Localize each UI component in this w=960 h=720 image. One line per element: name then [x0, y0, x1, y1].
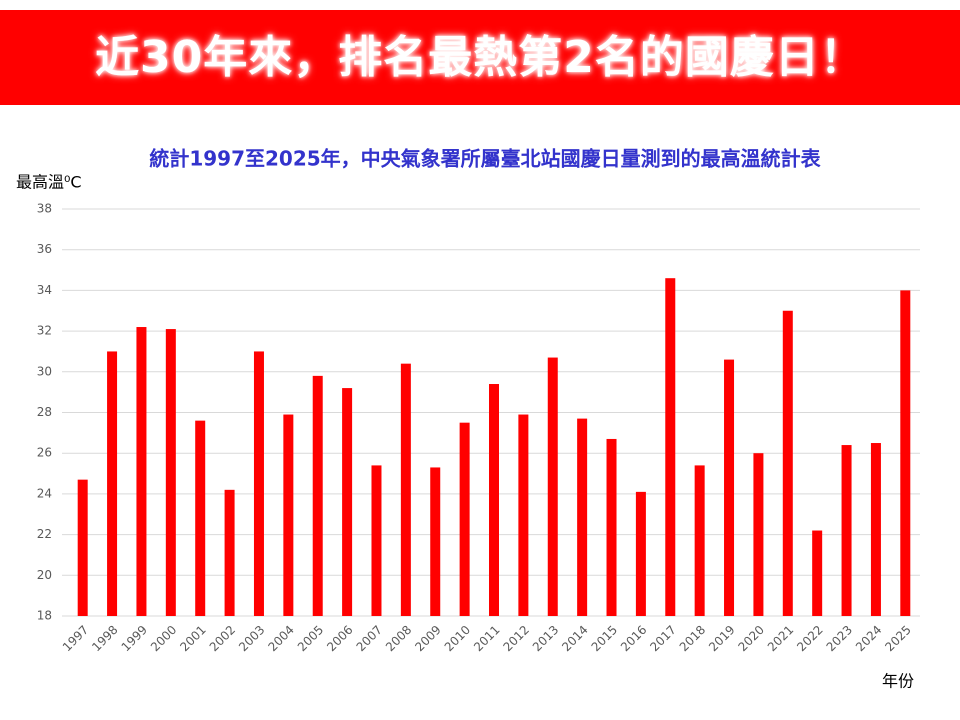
- bar: [782, 310, 793, 616]
- bar: [694, 465, 705, 616]
- y-tick-label: 32: [37, 324, 52, 338]
- x-tick-label: 1997: [60, 623, 91, 654]
- y-tick-label: 38: [37, 202, 52, 216]
- x-tick-label: 2018: [677, 623, 708, 654]
- y-tick-label: 18: [37, 609, 52, 623]
- x-tick-label: 2017: [647, 623, 678, 654]
- x-tick-label: 2025: [882, 623, 913, 654]
- bar: [371, 465, 382, 616]
- x-tick-label: 2023: [824, 623, 855, 654]
- bar: [547, 357, 558, 616]
- bar: [753, 453, 764, 616]
- x-tick-label: 2019: [706, 623, 737, 654]
- x-tick-label: 2002: [207, 623, 238, 654]
- x-tick-label: 2014: [559, 623, 590, 654]
- bar: [900, 290, 911, 616]
- x-tick-label: 1998: [89, 623, 120, 654]
- y-tick-label: 36: [37, 242, 52, 256]
- bar: [195, 420, 206, 616]
- y-axis-label: 最高溫⁰C: [16, 173, 82, 192]
- bar: [841, 445, 852, 616]
- y-tick-label: 26: [37, 446, 52, 460]
- x-tick-label: 2024: [853, 623, 884, 654]
- bar: [224, 489, 235, 616]
- chart-title: 統計1997至2025年，中央氣象署所屬臺北站國慶日量測到的最高溫統計表: [149, 147, 821, 171]
- y-tick-label: 22: [37, 527, 52, 541]
- bar: [459, 422, 470, 616]
- x-tick-label: 2007: [354, 623, 385, 654]
- bar: [312, 375, 323, 616]
- bar: [635, 491, 646, 616]
- x-tick-label: 2010: [442, 623, 473, 654]
- bar: [283, 414, 294, 616]
- x-tick-label: 2012: [500, 623, 531, 654]
- x-axis-label: 年份: [882, 672, 914, 691]
- x-tick-label: 2004: [265, 623, 296, 654]
- bar: [606, 438, 617, 616]
- y-tick-label: 34: [37, 283, 52, 297]
- bar: [77, 479, 88, 616]
- y-tick-label: 28: [37, 405, 52, 419]
- bar: [342, 388, 353, 616]
- x-tick-label: 2013: [530, 623, 561, 654]
- x-tick-label: 2022: [794, 623, 825, 654]
- bar: [430, 467, 441, 616]
- banner: [0, 10, 960, 105]
- bar: [724, 359, 735, 616]
- bar: [107, 351, 118, 616]
- y-tick-label: 20: [37, 568, 52, 582]
- bar: [489, 384, 499, 616]
- bar: [870, 443, 881, 616]
- bar: [577, 418, 588, 616]
- x-tick-label: 2006: [324, 623, 355, 654]
- bar: [665, 278, 676, 616]
- banner-title: 近30年來，排名最熱第2名的國慶日！: [95, 32, 865, 83]
- x-tick-label: 2021: [765, 623, 796, 654]
- bar: [253, 351, 264, 616]
- x-tick-label: 2000: [148, 623, 179, 654]
- y-tick-label: 24: [37, 486, 52, 500]
- bar: [136, 327, 147, 616]
- y-tick-label: 30: [37, 364, 52, 378]
- x-tick-label: 2003: [236, 623, 267, 654]
- x-tick-label: 1999: [119, 623, 150, 654]
- x-tick-label: 2001: [177, 623, 208, 654]
- x-tick-label: 2009: [412, 623, 443, 654]
- bar: [812, 530, 823, 616]
- bar: [400, 363, 411, 616]
- x-tick-label: 2011: [471, 623, 502, 654]
- bar: [165, 329, 176, 616]
- x-tick-label: 2008: [383, 623, 414, 654]
- bar: [518, 414, 529, 616]
- x-tick-label: 2016: [618, 623, 649, 654]
- x-tick-label: 2015: [589, 623, 620, 654]
- x-tick-label: 2005: [295, 623, 326, 654]
- x-tick-label: 2020: [736, 623, 767, 654]
